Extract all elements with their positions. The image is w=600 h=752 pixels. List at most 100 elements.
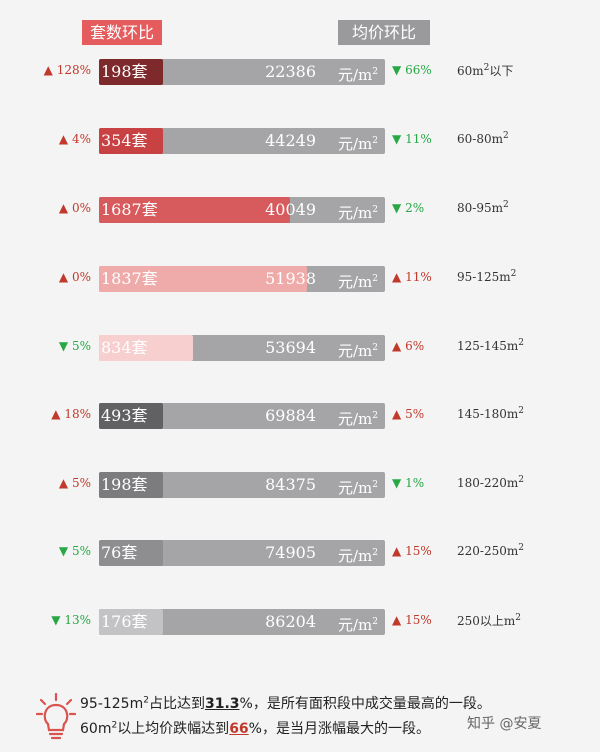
price-change-label: ▲ 11%: [392, 270, 432, 284]
count-change-value: 0%: [71, 270, 91, 284]
price-change-value: 11%: [405, 132, 432, 146]
triangle-down-icon: ▼: [58, 544, 69, 558]
count-change-label: ▼ 5%: [59, 339, 91, 353]
price-change-value: 1%: [405, 476, 425, 490]
unit-label: 元/m2: [338, 66, 379, 84]
count-change-value: 0%: [71, 201, 91, 215]
area-label: 95-125m2: [457, 269, 517, 284]
unit-label: 元/m2: [338, 547, 379, 565]
count-bar: [99, 128, 163, 154]
triangle-down-icon: ▼: [392, 132, 402, 146]
triangle-up-icon: ▲: [58, 201, 69, 215]
count-change-value: 5%: [71, 476, 91, 490]
chart-row: ▲ 128% 198套 22386 元/m2 ▼ 66% 60m2以下: [0, 59, 600, 85]
price-change-value: 6%: [405, 339, 425, 353]
triangle-up-icon: ▲: [392, 270, 402, 284]
count-change-label: ▲ 4%: [59, 132, 91, 146]
area-label: 80-95m2: [457, 200, 509, 215]
count-label: 198套: [101, 62, 148, 81]
area-label: 180-220m2: [457, 475, 524, 490]
unit-label: 元/m2: [338, 479, 379, 497]
triangle-up-icon: ▲: [392, 613, 402, 627]
count-bar: [99, 403, 163, 429]
chart-row: ▲ 4% 354套 44249 元/m2 ▼ 11% 60-80m2: [0, 128, 600, 154]
triangle-up-icon: ▲: [58, 476, 69, 490]
count-change-value: 13%: [64, 613, 91, 627]
footer-line-2: 60m2以上均价跌幅达到66%，是当月涨幅最大的一段。: [80, 720, 430, 737]
price-change-label: ▼ 2%: [392, 201, 424, 215]
count-bar: [99, 197, 290, 223]
price-change-value: 66%: [405, 63, 432, 77]
count-change-value: 5%: [71, 544, 91, 558]
unit-label: 元/m2: [338, 616, 379, 634]
area-label: 250以上m2: [457, 613, 522, 628]
area-label: 125-145m2: [457, 338, 524, 353]
unit-label: 元/m2: [338, 410, 379, 428]
count-bar: [99, 540, 163, 566]
price-change-value: 11%: [405, 270, 432, 284]
unit-label: 元/m2: [338, 135, 379, 153]
chart-row: ▲ 0% 1837套 51938 元/m2 ▲ 11% 95-125m2: [0, 266, 600, 292]
triangle-up-icon: ▲: [392, 544, 402, 558]
count-change-label: ▲ 0%: [59, 270, 91, 284]
chart-row: ▲ 0% 1687套 40049 元/m2 ▼ 2% 80-95m2: [0, 197, 600, 223]
count-change-header: 套数环比: [82, 20, 162, 45]
count-change-label: ▲ 128%: [44, 63, 91, 77]
triangle-up-icon: ▲: [43, 63, 53, 77]
unit-label: 元/m2: [338, 273, 379, 291]
triangle-down-icon: ▼: [392, 63, 402, 77]
lightbulb-icon: [36, 692, 76, 740]
count-label: 1687套: [101, 200, 158, 219]
area-label: 220-250m2: [457, 543, 524, 558]
count-label: 493套: [101, 406, 148, 425]
triangle-up-icon: ▲: [58, 132, 69, 146]
count-change-label: ▲ 5%: [59, 476, 91, 490]
price-change-value: 15%: [405, 544, 432, 558]
count-bar: [99, 266, 307, 292]
price-change-label: ▼ 66%: [392, 63, 432, 77]
price-change-label: ▼ 11%: [392, 132, 432, 146]
count-label: 834套: [101, 338, 148, 357]
area-label: 60-80m2: [457, 131, 509, 146]
count-bar: [99, 472, 163, 498]
price-label: 22386: [265, 62, 316, 81]
count-bar: [99, 59, 163, 85]
price-change-label: ▼ 1%: [392, 476, 424, 490]
triangle-up-icon: ▲: [58, 270, 69, 284]
watermark: 知乎 @安夏: [467, 716, 542, 732]
footer-line-1: 95-125m2占比达到31.3%，是所有面积段中成交量最高的一段。: [80, 695, 491, 712]
price-label: 53694: [265, 338, 316, 357]
chart-row: ▼ 5% 834套 53694 元/m2 ▲ 6% 125-145m2: [0, 335, 600, 361]
count-label: 198套: [101, 475, 148, 494]
price-change-value: 15%: [405, 613, 432, 627]
triangle-up-icon: ▲: [51, 407, 61, 421]
price-label: 69884: [265, 406, 316, 425]
count-change-value: 128%: [56, 63, 91, 77]
chart-row: ▲ 18% 493套 69884 元/m2 ▲ 5% 145-180m2: [0, 403, 600, 429]
price-label: 86204: [265, 612, 316, 631]
count-change-label: ▼ 5%: [59, 544, 91, 558]
triangle-up-icon: ▲: [392, 407, 402, 421]
triangle-down-icon: ▼: [392, 476, 402, 490]
price-change-label: ▲ 15%: [392, 544, 432, 558]
price-change-header: 均价环比: [338, 20, 430, 45]
price-change-label: ▲ 15%: [392, 613, 432, 627]
triangle-up-icon: ▲: [392, 339, 402, 353]
area-label: 145-180m2: [457, 406, 524, 421]
count-change-value: 4%: [71, 132, 91, 146]
count-bar: [99, 609, 163, 635]
price-change-value: 5%: [405, 407, 425, 421]
count-label: 76套: [101, 543, 138, 562]
count-change-label: ▼ 13%: [51, 613, 91, 627]
price-label: 44249: [265, 131, 316, 150]
count-label: 354套: [101, 131, 148, 150]
price-label: 74905: [265, 543, 316, 562]
count-change-label: ▲ 0%: [59, 201, 91, 215]
count-change-value: 5%: [71, 339, 91, 353]
triangle-down-icon: ▼: [51, 613, 61, 627]
price-change-value: 2%: [405, 201, 425, 215]
count-label: 1837套: [101, 269, 158, 288]
price-change-label: ▲ 6%: [392, 339, 424, 353]
triangle-down-icon: ▼: [392, 201, 402, 215]
chart-row: ▲ 5% 198套 84375 元/m2 ▼ 1% 180-220m2: [0, 472, 600, 498]
